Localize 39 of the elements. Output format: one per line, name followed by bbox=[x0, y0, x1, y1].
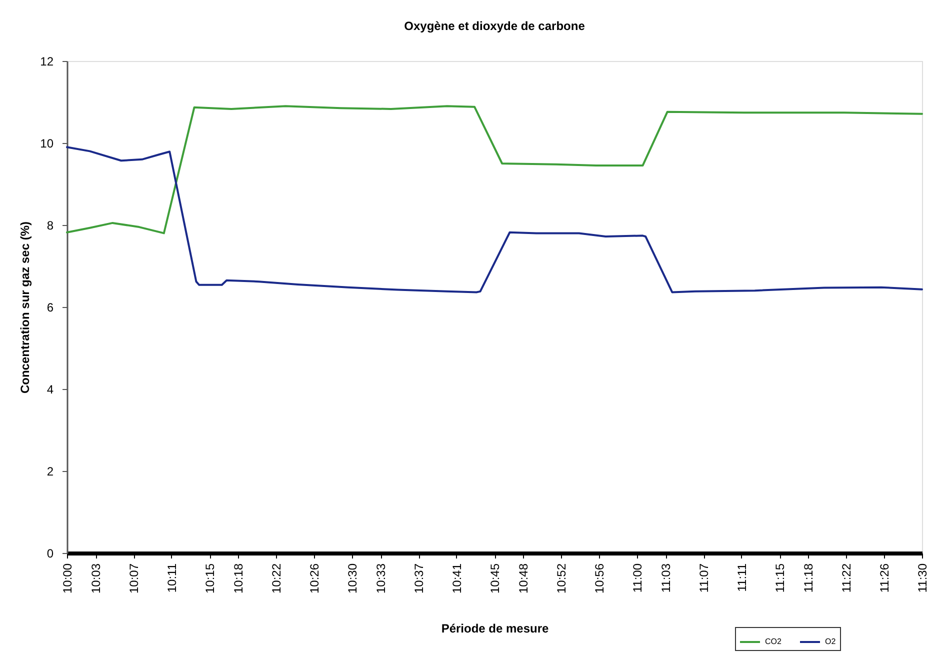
x-tick-label: 11:07 bbox=[697, 563, 712, 593]
x-tick-label: 11:00 bbox=[630, 563, 644, 593]
y-tick-label: 4 bbox=[46, 382, 54, 396]
y-tick-label: 8 bbox=[46, 218, 54, 232]
chart-title: Oxygène et dioxyde de carbone bbox=[404, 19, 586, 33]
x-tick-label: 11:26 bbox=[877, 563, 892, 593]
x-tick-label: 10:37 bbox=[412, 563, 426, 594]
legend-label: CO2 bbox=[765, 637, 782, 646]
x-tick-label: 11:11 bbox=[734, 563, 749, 592]
x-tick-label: 10:18 bbox=[232, 563, 246, 594]
x-tick-label: 10:26 bbox=[307, 563, 322, 594]
legend-label: O2 bbox=[825, 637, 836, 646]
x-tick-label: 10:33 bbox=[374, 563, 388, 594]
y-axis-title: Concentration sur gaz sec (%) bbox=[18, 221, 32, 394]
x-tick-label: 10:03 bbox=[89, 563, 103, 594]
x-tick-label: 10:00 bbox=[60, 563, 74, 594]
x-tick-label: 10:22 bbox=[270, 563, 284, 594]
x-axis-title: Période de mesure bbox=[441, 622, 550, 636]
x-tick-label: 11:30 bbox=[916, 563, 930, 593]
x-tick-label: 10:15 bbox=[203, 563, 217, 594]
x-tick-label: 10:56 bbox=[592, 563, 606, 594]
x-tick-label: 10:30 bbox=[346, 563, 360, 594]
x-tick-label: 11:18 bbox=[802, 563, 816, 593]
x-tick-label: 11:15 bbox=[773, 563, 787, 593]
x-tick-label: 10:41 bbox=[450, 563, 464, 594]
x-tick-label: 11:22 bbox=[840, 563, 854, 593]
y-tick-label: 2 bbox=[46, 464, 54, 478]
line-series bbox=[66, 105, 923, 234]
x-tick-label: 10:52 bbox=[554, 563, 569, 594]
y-tick-label: 0 bbox=[46, 546, 54, 560]
x-tick-label: 10:45 bbox=[488, 563, 502, 594]
y-tick-label: 10 bbox=[40, 136, 54, 150]
line-series bbox=[66, 146, 923, 294]
x-tick-label: 10:48 bbox=[516, 563, 530, 594]
x-tick-label: 10:11 bbox=[164, 563, 179, 593]
x-tick-label: 10:07 bbox=[127, 563, 142, 594]
x-tick-label: 11:03 bbox=[659, 563, 673, 593]
y-tick-label: 6 bbox=[46, 300, 54, 314]
y-tick-label: 12 bbox=[40, 54, 54, 68]
